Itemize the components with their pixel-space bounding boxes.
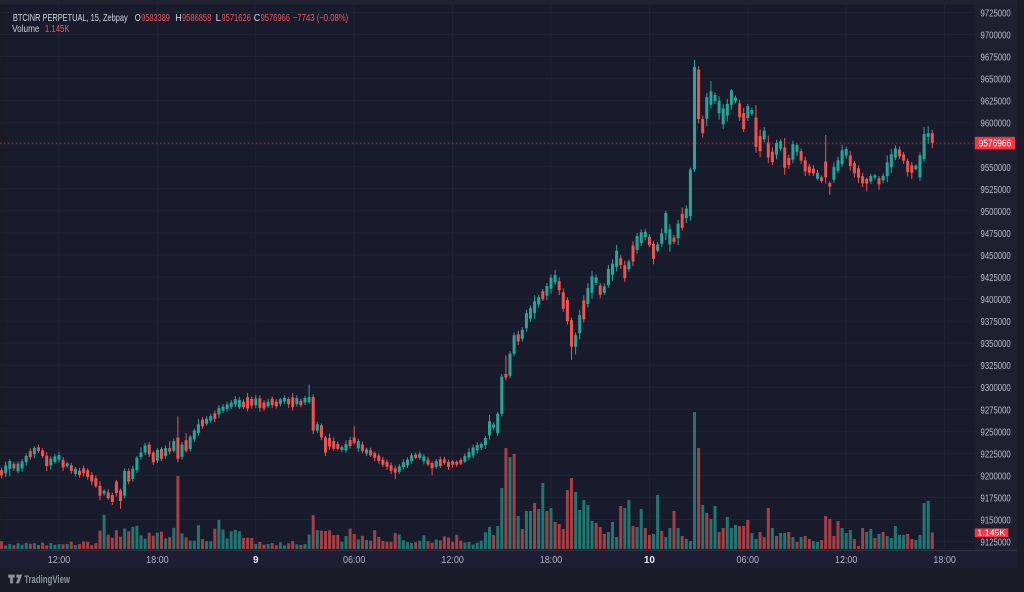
svg-text:9571626: 9571626 <box>222 13 252 24</box>
svg-text:12:00: 12:00 <box>48 555 71 566</box>
svg-text:C: C <box>254 13 260 24</box>
svg-text:9700000: 9700000 <box>981 31 1012 42</box>
svg-text:9475000: 9475000 <box>981 229 1012 240</box>
svg-text:9500000: 9500000 <box>981 207 1012 218</box>
svg-text:9175000: 9175000 <box>981 494 1012 505</box>
svg-text:9583389: 9583389 <box>141 13 170 24</box>
svg-text:18:00: 18:00 <box>146 555 169 566</box>
svg-text:TradingView: TradingView <box>24 574 70 586</box>
svg-text:9450000: 9450000 <box>981 251 1012 262</box>
svg-text:9525000: 9525000 <box>981 185 1012 196</box>
svg-text:9250000: 9250000 <box>981 427 1012 438</box>
svg-text:9725000: 9725000 <box>981 8 1012 19</box>
svg-text:9650000: 9650000 <box>981 75 1012 86</box>
svg-text:18:00: 18:00 <box>933 555 956 566</box>
svg-text:06:00: 06:00 <box>737 555 760 566</box>
svg-text:9275000: 9275000 <box>981 405 1012 416</box>
svg-text:9576966: 9576966 <box>979 139 1012 150</box>
svg-text:9150000: 9150000 <box>981 516 1012 527</box>
svg-text:Volume: Volume <box>12 24 40 35</box>
svg-text:9576966: 9576966 <box>261 13 291 24</box>
svg-text:9425000: 9425000 <box>981 273 1012 284</box>
svg-text:9300000: 9300000 <box>981 383 1012 394</box>
svg-text:9350000: 9350000 <box>981 339 1012 350</box>
svg-text:9125000: 9125000 <box>981 538 1012 549</box>
svg-text:9375000: 9375000 <box>981 317 1012 328</box>
svg-text:9400000: 9400000 <box>981 295 1012 306</box>
svg-text:9325000: 9325000 <box>981 361 1012 372</box>
svg-text:9600000: 9600000 <box>981 119 1012 130</box>
svg-text:06:00: 06:00 <box>343 555 366 566</box>
svg-text:12:00: 12:00 <box>441 555 464 566</box>
svg-text:BTCINR PERPETUAL, 15, Zebpay: BTCINR PERPETUAL, 15, Zebpay <box>13 13 128 24</box>
svg-text:9625000: 9625000 <box>981 97 1012 108</box>
svg-text:−7743 (−0.08%): −7743 (−0.08%) <box>293 13 348 24</box>
svg-text:9550000: 9550000 <box>981 163 1012 174</box>
svg-text:18:00: 18:00 <box>540 555 563 566</box>
svg-text:H: H <box>175 13 181 24</box>
svg-text:10: 10 <box>644 555 656 566</box>
svg-text:1.145K: 1.145K <box>977 528 1005 538</box>
svg-text:9586858: 9586858 <box>182 13 212 24</box>
svg-text:9200000: 9200000 <box>981 471 1012 482</box>
svg-text:9: 9 <box>253 555 259 566</box>
svg-text:O: O <box>135 13 141 24</box>
svg-text:12:00: 12:00 <box>835 555 858 566</box>
svg-text:9675000: 9675000 <box>981 53 1012 64</box>
svg-text:L: L <box>216 13 222 24</box>
svg-text:9225000: 9225000 <box>981 449 1012 460</box>
svg-text:1.145K: 1.145K <box>45 24 70 35</box>
